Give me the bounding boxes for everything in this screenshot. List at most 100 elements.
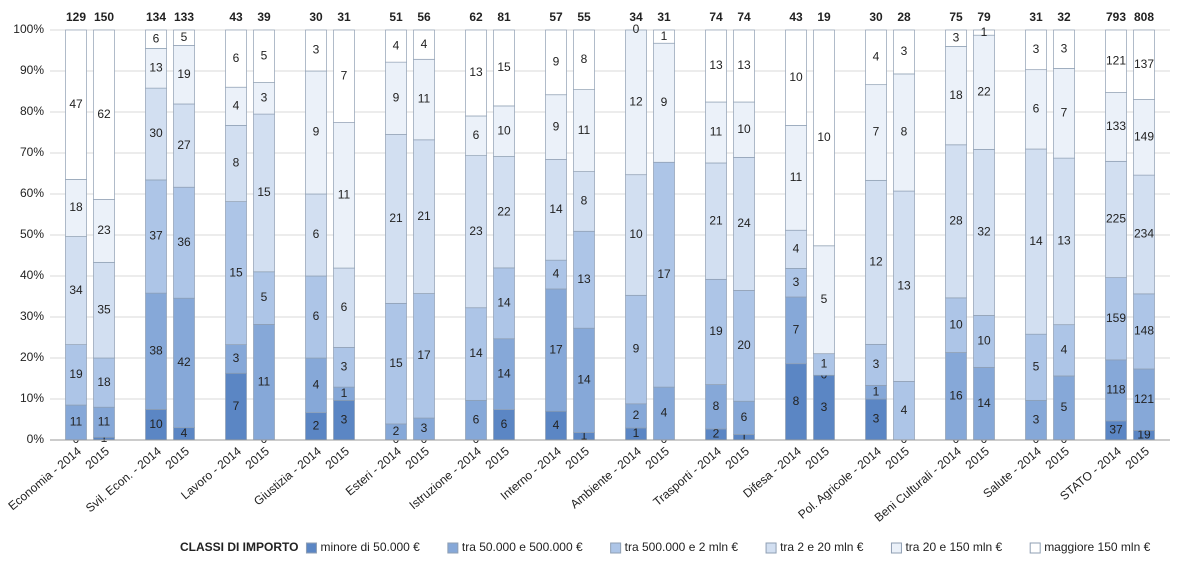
data-label: 6 (473, 412, 480, 426)
data-label: 1 (633, 426, 640, 440)
x-tick-label: 2015 (563, 444, 593, 472)
data-label: 11 (578, 123, 591, 137)
legend-label: tra 50.000 e 500.000 € (462, 540, 583, 554)
bar-segment (1105, 29, 1127, 93)
total-label: 34 (629, 10, 643, 24)
data-label: 7 (793, 323, 800, 337)
x-tick-label: 2015 (83, 444, 113, 472)
data-label: 148 (1134, 324, 1154, 338)
data-label: 10 (149, 417, 163, 431)
y-tick-label: 50% (20, 227, 44, 241)
data-label: 9 (553, 119, 560, 133)
legend-swatch (765, 542, 777, 554)
data-label: 3 (821, 400, 828, 414)
total-label: 31 (337, 10, 351, 24)
data-label: 14 (469, 346, 483, 360)
data-label: 34 (69, 283, 83, 297)
data-label: 24 (737, 216, 751, 230)
bar-segment (173, 29, 195, 46)
data-label: 4 (553, 418, 560, 432)
data-label: 3 (421, 421, 428, 435)
data-label: 234 (1134, 227, 1154, 241)
data-label: 4 (393, 38, 400, 52)
data-label: 22 (977, 84, 991, 98)
total-label: 55 (577, 10, 591, 24)
data-label: 2 (313, 419, 320, 433)
data-label: 1 (661, 29, 668, 43)
legend-title: CLASSI DI IMPORTO (180, 540, 298, 554)
data-label: 137 (1134, 57, 1154, 71)
legend-swatch (305, 542, 317, 554)
data-label: 15 (229, 265, 243, 279)
data-label: 47 (69, 97, 83, 111)
data-label: 3 (1033, 42, 1040, 56)
data-label: 37 (1109, 423, 1123, 437)
data-label: 4 (1061, 342, 1068, 356)
data-label: 1 (741, 429, 748, 443)
data-label: 18 (97, 375, 111, 389)
y-tick-label: 80% (20, 104, 44, 118)
x-tick-label: 2015 (163, 444, 193, 472)
data-label: 14 (977, 396, 991, 410)
data-label: 12 (869, 255, 883, 269)
data-label: 13 (149, 60, 163, 74)
bar-segment (93, 29, 115, 200)
total-label: 74 (737, 10, 751, 24)
x-tick-label: 2015 (723, 444, 753, 472)
data-label: 42 (177, 355, 191, 369)
data-label: 17 (549, 342, 563, 356)
x-tick-label: Economia - 2014 (5, 444, 84, 513)
bar-segment (1053, 29, 1075, 69)
data-label: 1 (581, 428, 588, 442)
data-label: 5 (1061, 400, 1068, 414)
bar-segment (413, 29, 435, 60)
data-label: 15 (257, 185, 271, 199)
data-label: 2 (633, 408, 640, 422)
data-label: 3 (953, 30, 960, 44)
data-label: 14 (1029, 234, 1043, 248)
data-label: 4 (873, 50, 880, 64)
data-label: 7 (1061, 105, 1068, 119)
data-label: 121 (1106, 53, 1126, 67)
data-label: 14 (497, 366, 511, 380)
data-label: 37 (149, 229, 163, 243)
total-label: 30 (869, 10, 883, 24)
data-label: 11 (258, 374, 271, 388)
data-label: 7 (873, 125, 880, 139)
data-label: 9 (313, 125, 320, 139)
x-tick-label: 2015 (403, 444, 433, 472)
data-label: 13 (577, 272, 591, 286)
data-label: 9 (633, 342, 640, 356)
data-label: 4 (901, 403, 908, 417)
data-label: 35 (97, 302, 111, 316)
data-label: 149 (1134, 129, 1154, 143)
data-label: 3 (1061, 41, 1068, 55)
data-label: 4 (181, 426, 188, 440)
data-label: 10 (629, 227, 643, 241)
data-label: 133 (1106, 119, 1126, 133)
data-label: 8 (581, 52, 588, 66)
data-label: 18 (949, 88, 963, 102)
data-label: 11 (70, 415, 83, 429)
data-label: 14 (577, 373, 591, 387)
y-tick-label: 70% (20, 145, 44, 159)
data-label: 8 (713, 399, 720, 413)
data-label: 13 (1057, 234, 1071, 248)
data-label: 22 (497, 204, 511, 218)
y-tick-label: 30% (20, 309, 44, 323)
total-label: 57 (549, 10, 563, 24)
total-label: 39 (257, 10, 271, 24)
data-label: 1 (821, 357, 828, 371)
data-label: 16 (949, 388, 963, 402)
data-label: 3 (873, 412, 880, 426)
x-tick-label: 2015 (643, 444, 673, 472)
y-tick-label: 60% (20, 186, 44, 200)
total-label: 43 (789, 10, 803, 24)
data-label: 27 (177, 138, 191, 152)
bar-segment (945, 29, 967, 47)
legend-label: maggiore 150 mln € (1044, 540, 1150, 554)
bar-segment (573, 29, 595, 90)
bar-segment (545, 29, 567, 96)
data-label: 28 (949, 214, 963, 228)
legend-swatch (890, 542, 902, 554)
